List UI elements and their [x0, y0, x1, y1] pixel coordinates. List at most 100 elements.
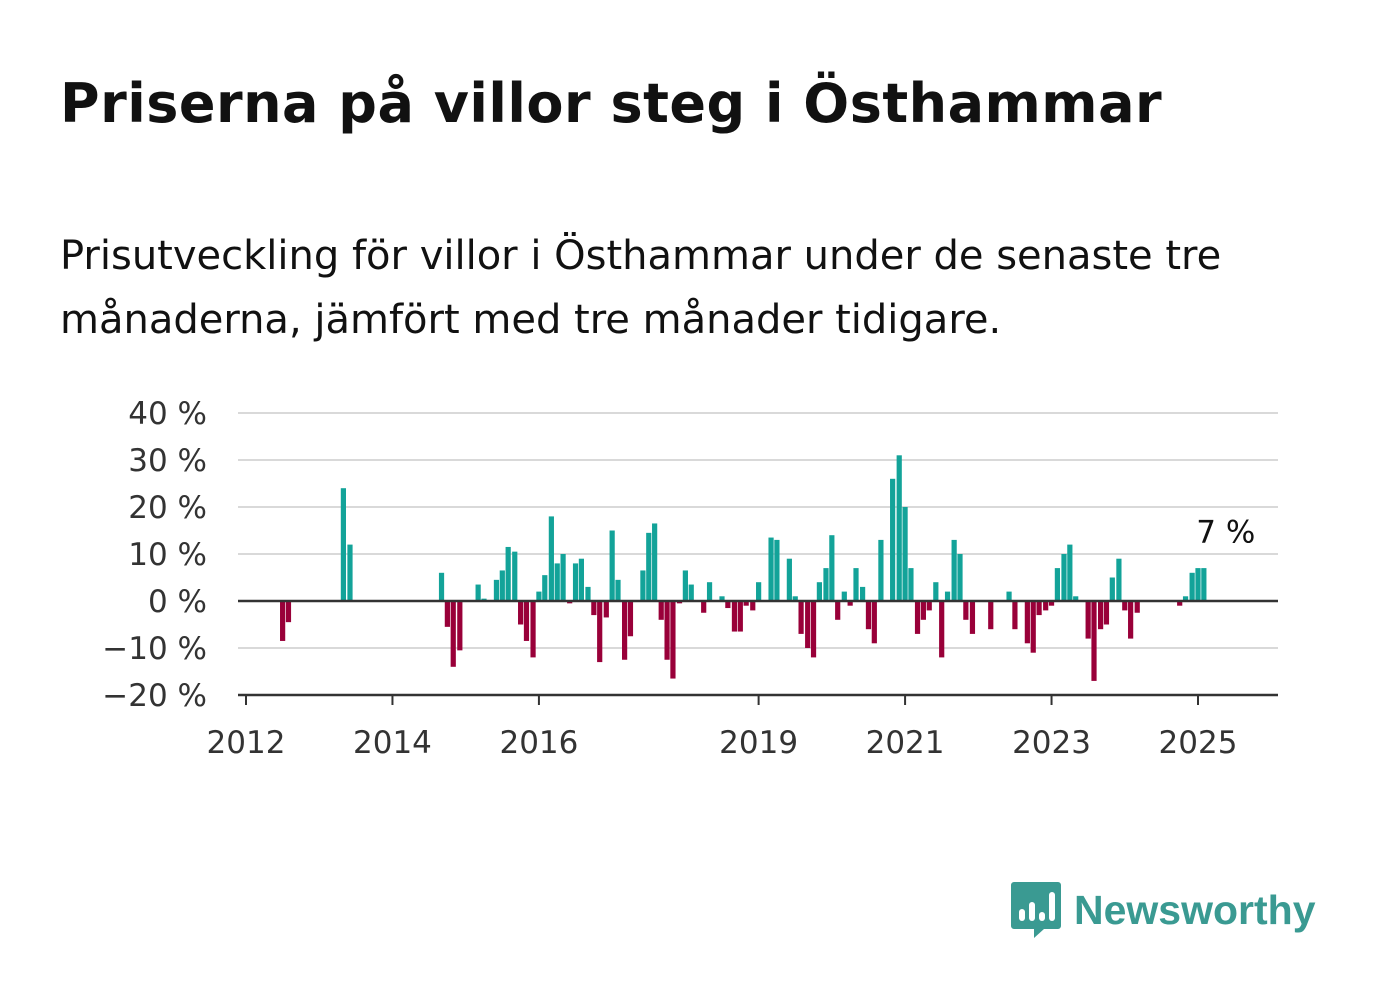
bar [1085, 601, 1091, 639]
bar [1073, 596, 1079, 601]
bar [908, 568, 914, 601]
bar [1036, 601, 1042, 616]
bar [920, 601, 926, 620]
bar [609, 530, 615, 601]
bar [554, 563, 560, 601]
bar [768, 537, 774, 601]
bar [603, 601, 609, 618]
y-tick-label: 20 % [128, 490, 207, 526]
y-tick-label: −10 % [102, 631, 207, 667]
bar [944, 591, 951, 601]
bar [871, 601, 877, 644]
bar [499, 570, 505, 601]
bar [1091, 601, 1097, 681]
x-tick-label: 2025 [1159, 725, 1238, 761]
bar [664, 601, 670, 660]
brand-name: Newsworthy [1074, 886, 1316, 933]
bar [578, 558, 584, 601]
bar [926, 601, 932, 611]
chart-title: Priserna på villor steg i Östhammar [60, 72, 1163, 135]
bar [969, 601, 976, 634]
bar [536, 591, 542, 601]
bar [622, 601, 628, 660]
bar [835, 601, 841, 620]
bar [750, 601, 756, 611]
bar [512, 551, 518, 601]
bar [988, 601, 994, 630]
bar [725, 601, 731, 609]
chart-subtitle: Prisutveckling för villor i Östhammar un… [60, 233, 1222, 343]
bar [1006, 591, 1012, 601]
bar [933, 582, 939, 601]
x-tick-label: 2016 [499, 725, 578, 761]
bar [860, 586, 866, 601]
bar-series [280, 455, 1207, 681]
bar [1109, 577, 1115, 601]
bar [493, 579, 500, 601]
bar [688, 584, 694, 601]
bar [706, 582, 713, 601]
bar [280, 601, 286, 641]
bar [792, 596, 798, 601]
bar [560, 554, 566, 601]
bar [1067, 544, 1073, 601]
bar [1054, 568, 1060, 601]
bar [786, 558, 792, 601]
bar [890, 478, 896, 601]
bar [1024, 601, 1030, 644]
bar [816, 582, 822, 601]
x-tick-label: 2014 [353, 725, 432, 761]
bar [1189, 572, 1195, 601]
bar [627, 601, 634, 637]
bar [444, 601, 450, 627]
bar [1116, 558, 1122, 601]
bar [1122, 601, 1128, 611]
bar [939, 601, 945, 658]
x-axis-ticks: 2012 2014 2016 2019 2021 2023 2025 [207, 695, 1238, 761]
bar [805, 601, 811, 648]
bar [591, 601, 597, 616]
bar [865, 601, 872, 630]
chart-speech-bubble-icon [1011, 882, 1061, 938]
bar [951, 539, 957, 601]
bar [457, 601, 463, 651]
bar [585, 586, 591, 601]
bar [914, 601, 921, 634]
bar [896, 455, 902, 601]
y-tick-label: −20 % [102, 678, 207, 714]
bar [658, 601, 664, 620]
last-value-annotation: 7 % [1196, 514, 1255, 550]
bar [847, 601, 853, 606]
bar [518, 601, 524, 625]
bar [737, 601, 743, 632]
bar [572, 563, 579, 601]
bar [548, 516, 554, 601]
y-tick-label: 40 % [128, 396, 207, 432]
bar [1195, 568, 1201, 601]
bar [1098, 601, 1104, 630]
bar [823, 568, 829, 601]
bar [530, 601, 536, 658]
x-tick-label: 2023 [1012, 725, 1091, 761]
bar [701, 601, 707, 613]
bar [878, 539, 884, 601]
newsworthy-logo: Newsworthy [1010, 880, 1316, 940]
bar [810, 601, 817, 658]
bar [1177, 601, 1183, 606]
bar [1128, 601, 1134, 639]
bar [340, 488, 346, 601]
bar [505, 546, 511, 601]
x-tick-label: 2021 [866, 725, 945, 761]
bar [597, 601, 603, 663]
bar [1182, 596, 1189, 601]
bar [841, 591, 847, 601]
grid-lines [238, 412, 1278, 649]
bar [523, 601, 530, 641]
bar [719, 596, 725, 601]
bar [285, 601, 292, 623]
y-axis-ticks: 40 % 30 % 20 % 10 % 0 % −10 % −20 % [102, 396, 207, 714]
bar [1048, 601, 1055, 606]
bar [731, 601, 738, 632]
bar [743, 601, 749, 606]
x-tick-label: 2019 [719, 725, 798, 761]
